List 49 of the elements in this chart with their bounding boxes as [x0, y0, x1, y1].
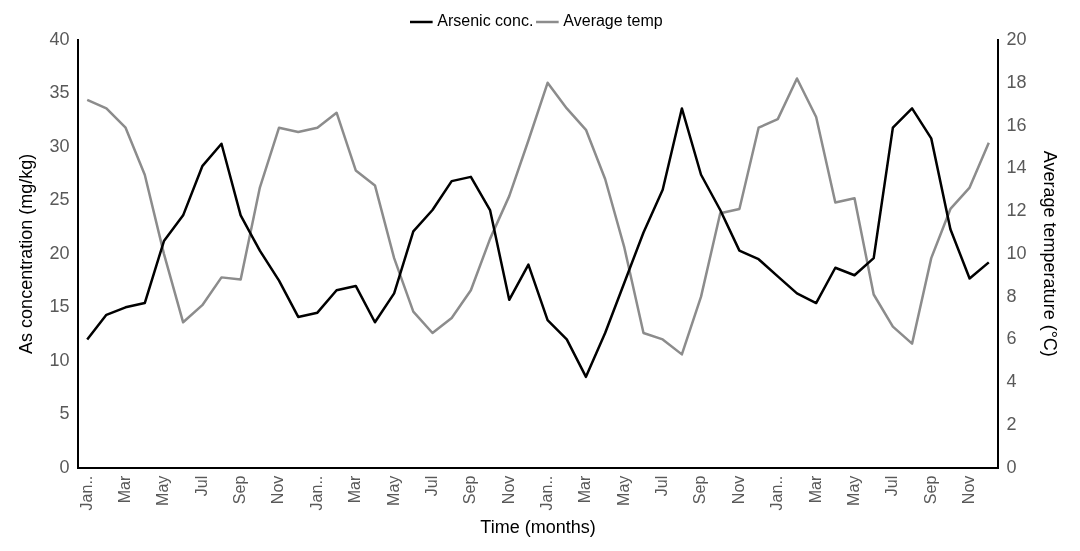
y-tick-label: 25 [49, 189, 70, 210]
x-tick-label: Sep [691, 475, 709, 505]
y2-tick-label: 6 [1006, 328, 1017, 349]
y-tick-label: 0 [59, 456, 70, 477]
x-tick-label: May [384, 475, 402, 506]
x-tick-label: Sep [921, 475, 939, 505]
y-tick-label: 20 [49, 242, 70, 263]
y-tick-label: 30 [49, 135, 70, 156]
x-tick-label: Nov [269, 475, 287, 505]
x-tick-label: Nov [729, 475, 747, 505]
x-tick-label: Jan.. [538, 475, 555, 511]
x-tick-label: Jul [422, 475, 440, 497]
x-tick-label: Sep [231, 475, 249, 505]
y2-tick-label: 10 [1006, 242, 1027, 263]
y-tick-label: 35 [49, 82, 70, 103]
y2-tick-label: 8 [1006, 285, 1017, 306]
x-axis-title: Time (months) [480, 517, 596, 538]
y-tick-label: 10 [49, 349, 70, 370]
x-tick-label: May [844, 475, 862, 506]
y2-tick-label: 4 [1006, 371, 1017, 392]
x-tick-label: Jul [192, 475, 210, 497]
y2-axis-title: Average temperature (°C) [1040, 150, 1061, 357]
y2-tick-label: 2 [1006, 413, 1017, 434]
x-tick-label: Mar [346, 475, 364, 504]
x-tick-label: May [154, 475, 172, 506]
x-tick-label: Jan.. [77, 475, 95, 511]
legend-label: Average temp [563, 12, 663, 30]
y2-tick-label: 0 [1006, 456, 1017, 477]
y-tick-label: 15 [49, 296, 70, 317]
y-tick-label: 5 [59, 403, 70, 424]
x-tick-label: Nov [499, 475, 517, 505]
y-axis-title: As concentration (mg/kg) [15, 153, 36, 354]
y2-tick-label: 18 [1006, 71, 1027, 92]
legend-label: Arsenic conc. [437, 12, 534, 30]
x-tick-label: Jan.. [307, 475, 325, 511]
x-tick-label: Nov [960, 475, 978, 505]
x-tick-label: Mar [115, 475, 133, 504]
y2-tick-label: 16 [1006, 114, 1027, 135]
y2-tick-label: 12 [1006, 200, 1027, 221]
x-tick-label: Mar [806, 475, 824, 504]
x-tick-label: Jul [653, 475, 671, 497]
x-tick-label: Mar [576, 475, 594, 504]
y-tick-label: 40 [49, 28, 70, 49]
x-tick-label: Jul [883, 475, 901, 497]
x-tick-label: Sep [461, 475, 479, 505]
y2-tick-label: 20 [1006, 28, 1027, 49]
x-tick-label: Jan.. [768, 475, 786, 511]
x-tick-label: May [614, 475, 632, 506]
y2-tick-label: 14 [1006, 157, 1027, 178]
